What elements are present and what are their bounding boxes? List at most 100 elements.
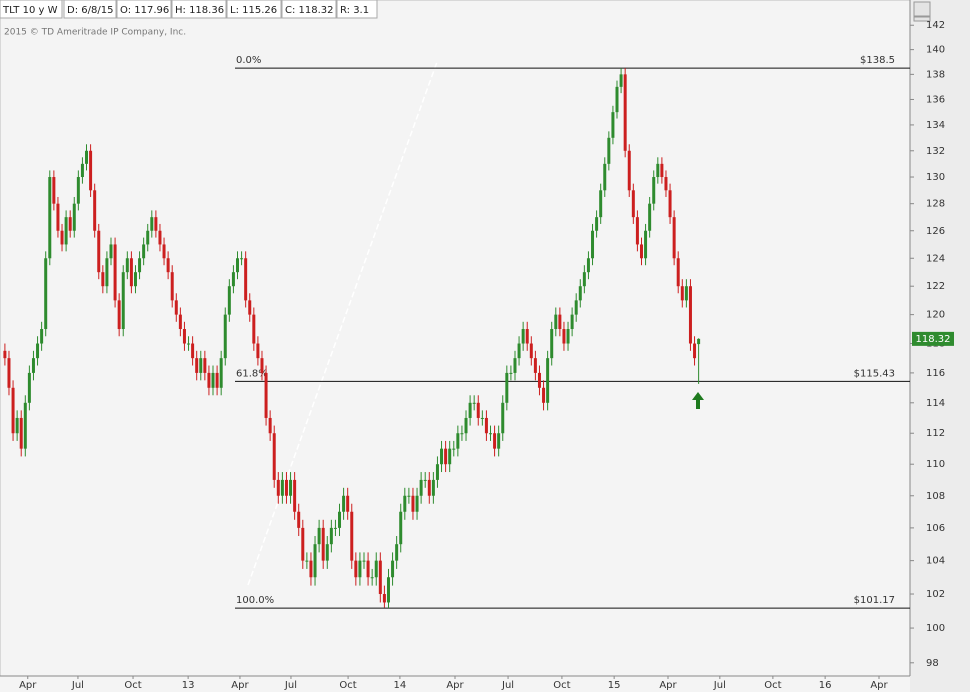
candle-body [146,230,150,245]
candle-body [550,329,554,359]
candle-body [309,560,313,578]
y-tick-label: 106 [926,523,945,534]
candle-body [166,258,170,273]
candle-body [48,177,52,259]
header: TLT 10 y W D: 6/8/15 O: 117.96 H: 118.36… [0,0,378,19]
candle-body [203,358,207,373]
candle-body [293,479,297,512]
x-tick-label: 14 [394,680,407,691]
candle-body [178,314,182,330]
candle-body [121,272,125,330]
candle-body [505,372,509,403]
candle-body [582,272,586,287]
candle-body [509,372,513,374]
x-tick-label: Oct [764,680,781,691]
candle-body [333,527,337,529]
candle-body [591,230,595,259]
candle-body [378,560,382,595]
candle-body [664,177,668,191]
y-tick-label: 126 [926,226,945,237]
candle-body [542,387,546,403]
candle-body [456,433,460,449]
x-tick-label: Oct [339,680,356,691]
candle-body [7,358,11,388]
close: C: 118.32 [285,5,334,16]
candle-body [435,464,439,480]
candle-body [219,358,223,388]
x-tick-label: 16 [819,680,832,691]
header-box [0,0,63,19]
candle-body [170,272,174,301]
candle-body [460,433,464,435]
candle-body [40,329,44,344]
candle-body [31,358,35,373]
candle-body [693,343,697,359]
candle-body [72,203,76,231]
candle-body [480,417,484,419]
y-tick-label: 114 [926,398,945,409]
candle-body [187,343,191,345]
candle-body [129,258,133,287]
candle-body [280,479,284,496]
y-tick-label: 100 [926,623,945,634]
y-tick-label: 140 [926,45,945,56]
copyright: 2015 © TD Ameritrade IP Company, Inc. [4,28,186,38]
candle-body [11,387,15,434]
candle-body [464,417,468,434]
y-tick-label: 138 [926,69,945,80]
candle-body [558,314,562,330]
y-tick-label: 108 [926,491,945,502]
x-tick-label: Apr [19,680,37,691]
scroll-down[interactable] [913,16,931,22]
x-tick-label: Apr [659,680,677,691]
fib-label: 61.8% [236,368,268,379]
candle-body [117,300,121,330]
y-tick-label: 104 [926,556,945,567]
candle-body [374,560,378,578]
candle-body [472,402,476,404]
candle-body [23,402,27,449]
y-tick-label: 116 [926,368,945,379]
candle-body [44,258,48,330]
y-tick-label: 132 [926,146,945,157]
candle-body [142,244,146,259]
candle-body [248,300,252,315]
y-axis-panel [910,0,970,692]
candle-body [672,217,676,259]
y-tick-label: 120 [926,310,945,321]
candle-body [619,74,623,87]
candle-body [15,417,19,434]
candle-body [354,560,358,578]
candle-body [313,544,317,578]
candle-body [586,258,590,273]
x-tick-label: Oct [124,680,141,691]
candle-body [639,244,643,259]
candle-body [346,495,350,512]
candle-body [382,594,386,603]
candle-body [386,577,390,603]
symbol: TLT 10 y W [2,5,58,16]
arrow [692,392,704,409]
candle-body [684,286,688,301]
candle-body [195,358,199,373]
candle-body [276,479,280,496]
scroll-up[interactable] [913,1,931,17]
candle-body [546,358,550,403]
candle-body [101,272,105,287]
candle-body [76,177,80,204]
candle-body [227,286,231,315]
candle-body [338,511,342,528]
candle-body [676,258,680,287]
candle-body [648,203,652,231]
candle-body [27,372,31,403]
candle-body [138,258,142,273]
candle-body [525,329,529,344]
header-box [226,0,282,19]
candle-body [252,314,256,344]
candle-body [268,417,272,434]
candle-body [342,495,346,512]
candle-body [603,163,607,191]
candle-body [64,217,68,245]
x-tick-label: Jul [284,680,297,691]
candle-body [260,358,264,373]
